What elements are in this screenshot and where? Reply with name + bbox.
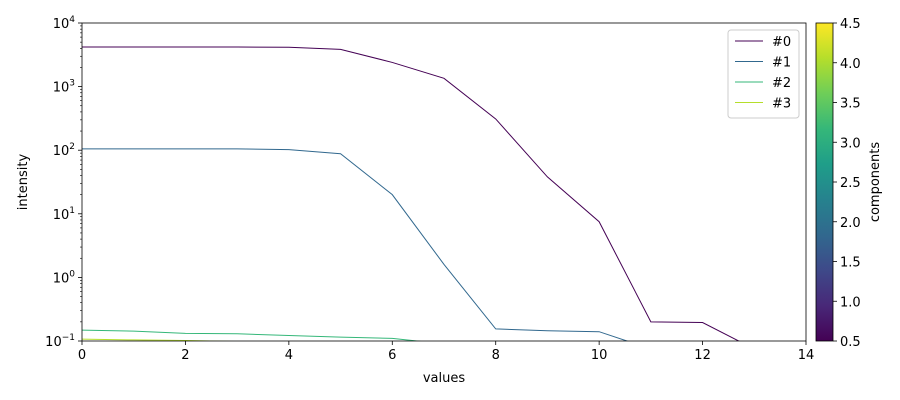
- colorbar-tick-label: 4.5: [840, 17, 861, 32]
- x-tick-label: 10: [591, 348, 608, 363]
- y-tick-label: 102: [53, 142, 75, 159]
- series-line-0: [82, 46, 740, 341]
- plot-area: [82, 23, 806, 341]
- x-tick-label: 2: [181, 348, 189, 363]
- y-tick-exponent: 2: [69, 142, 75, 152]
- y-tick-label: 101: [53, 206, 75, 223]
- x-tick-label: 4: [285, 348, 293, 363]
- x-tick-label: 0: [78, 348, 86, 363]
- y-tick-exponent: −1: [62, 333, 75, 343]
- colorbar-label: components: [868, 142, 883, 223]
- colorbar-tick-label: 4.0: [840, 57, 861, 72]
- y-tick-label: 10−1: [45, 333, 75, 350]
- colorbar-tick-label: 2.0: [840, 216, 861, 231]
- legend-label: #2: [772, 76, 791, 91]
- legend-box: [727, 29, 800, 119]
- colorbar-tick-label: 3.0: [840, 136, 861, 151]
- legend-label: #0: [772, 35, 791, 50]
- colorbar-tick-label: 1.0: [840, 295, 861, 310]
- colorbar-tick-label: 2.5: [840, 176, 861, 191]
- y-tick-label: 104: [53, 15, 76, 32]
- x-axis-label: values: [423, 371, 466, 386]
- y-tick-exponent: 1: [69, 206, 75, 216]
- colorbar-tick-label: 3.5: [840, 97, 861, 112]
- y-tick-label: 100: [53, 269, 76, 286]
- series-line-2: [82, 329, 422, 341]
- x-tick-label: 6: [388, 348, 396, 363]
- x-tick-label: 12: [694, 348, 711, 363]
- y-axis-label: intensity: [16, 154, 31, 211]
- legend-label: #1: [772, 56, 791, 71]
- colorbar-gradient: [816, 23, 833, 341]
- colorbar: 0.5 1.0 1.5 2.0 2.5 3.0 3.5 4.0 4.5 components: [815, 17, 883, 350]
- y-tick-exponent: 3: [69, 79, 75, 89]
- y-tick-exponent: 4: [69, 15, 75, 25]
- x-tick-label: 8: [492, 348, 500, 363]
- y-tick-label: 103: [53, 79, 75, 96]
- y-tick-exponent: 0: [69, 269, 75, 279]
- legend-label: #3: [772, 97, 791, 112]
- series-line-1: [82, 148, 629, 341]
- x-tick-label: 14: [798, 348, 815, 363]
- legend: #0 #1 #2 #3: [727, 29, 800, 119]
- plot-frame: [81, 22, 807, 342]
- colorbar-tick-label: 0.5: [840, 335, 861, 350]
- colorbar-tick-label: 1.5: [840, 256, 861, 271]
